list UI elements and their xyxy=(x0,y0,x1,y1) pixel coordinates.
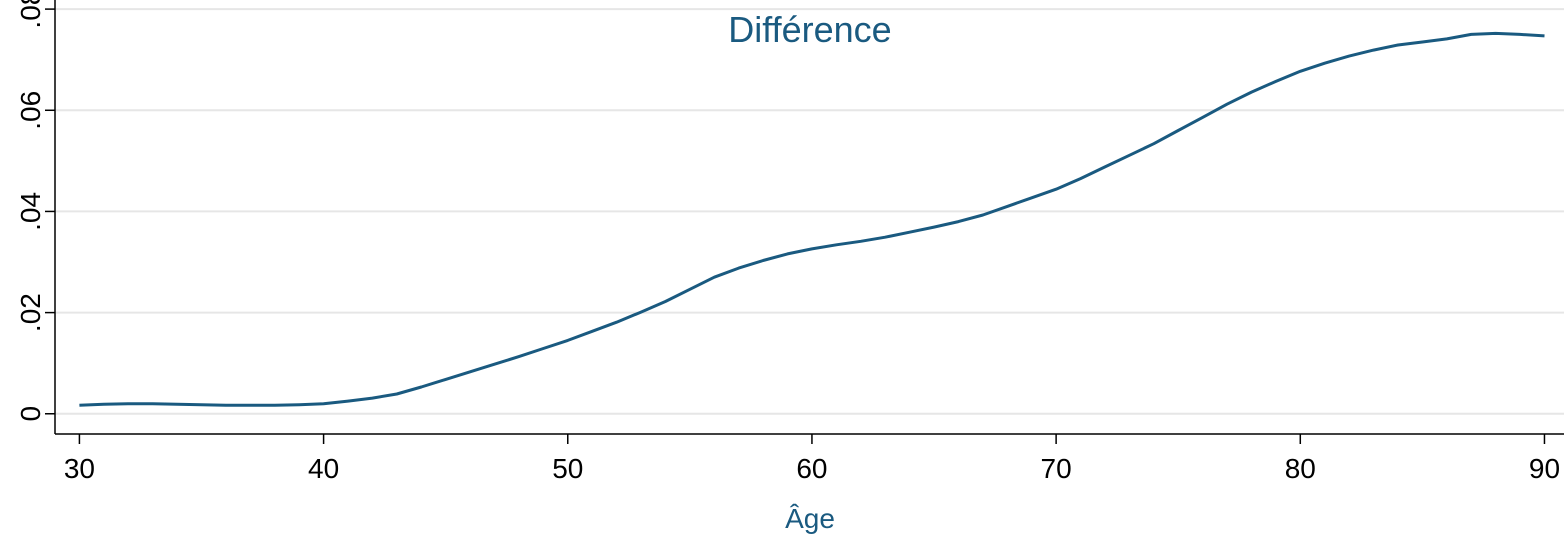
y-tick-label-0: 0 xyxy=(15,406,46,422)
x-tick-label-3: 60 xyxy=(796,453,827,484)
x-axis-label: Âge xyxy=(785,503,835,534)
gridlines xyxy=(55,8,1564,415)
series-group xyxy=(79,31,1545,407)
chart-title: Différence xyxy=(728,9,891,50)
axes xyxy=(54,0,1564,435)
x-tick-label-2: 50 xyxy=(552,453,583,484)
x-tick-label-5: 80 xyxy=(1285,453,1316,484)
ticks: 0 .02 .04 .06 .08 30 40 50 60 70 80 90 xyxy=(15,0,1560,484)
x-tick-label-6: 90 xyxy=(1529,453,1560,484)
x-tick-label-4: 70 xyxy=(1041,453,1072,484)
x-tick-label-1: 40 xyxy=(308,453,339,484)
x-tick-label-0: 30 xyxy=(64,453,95,484)
y-tick-label-4: .08 xyxy=(15,0,46,29)
y-tick-label-2: .04 xyxy=(15,192,46,231)
series-line-0 xyxy=(79,31,1545,407)
y-tick-label-1: .02 xyxy=(15,293,46,332)
y-tick-label-3: .06 xyxy=(15,91,46,130)
